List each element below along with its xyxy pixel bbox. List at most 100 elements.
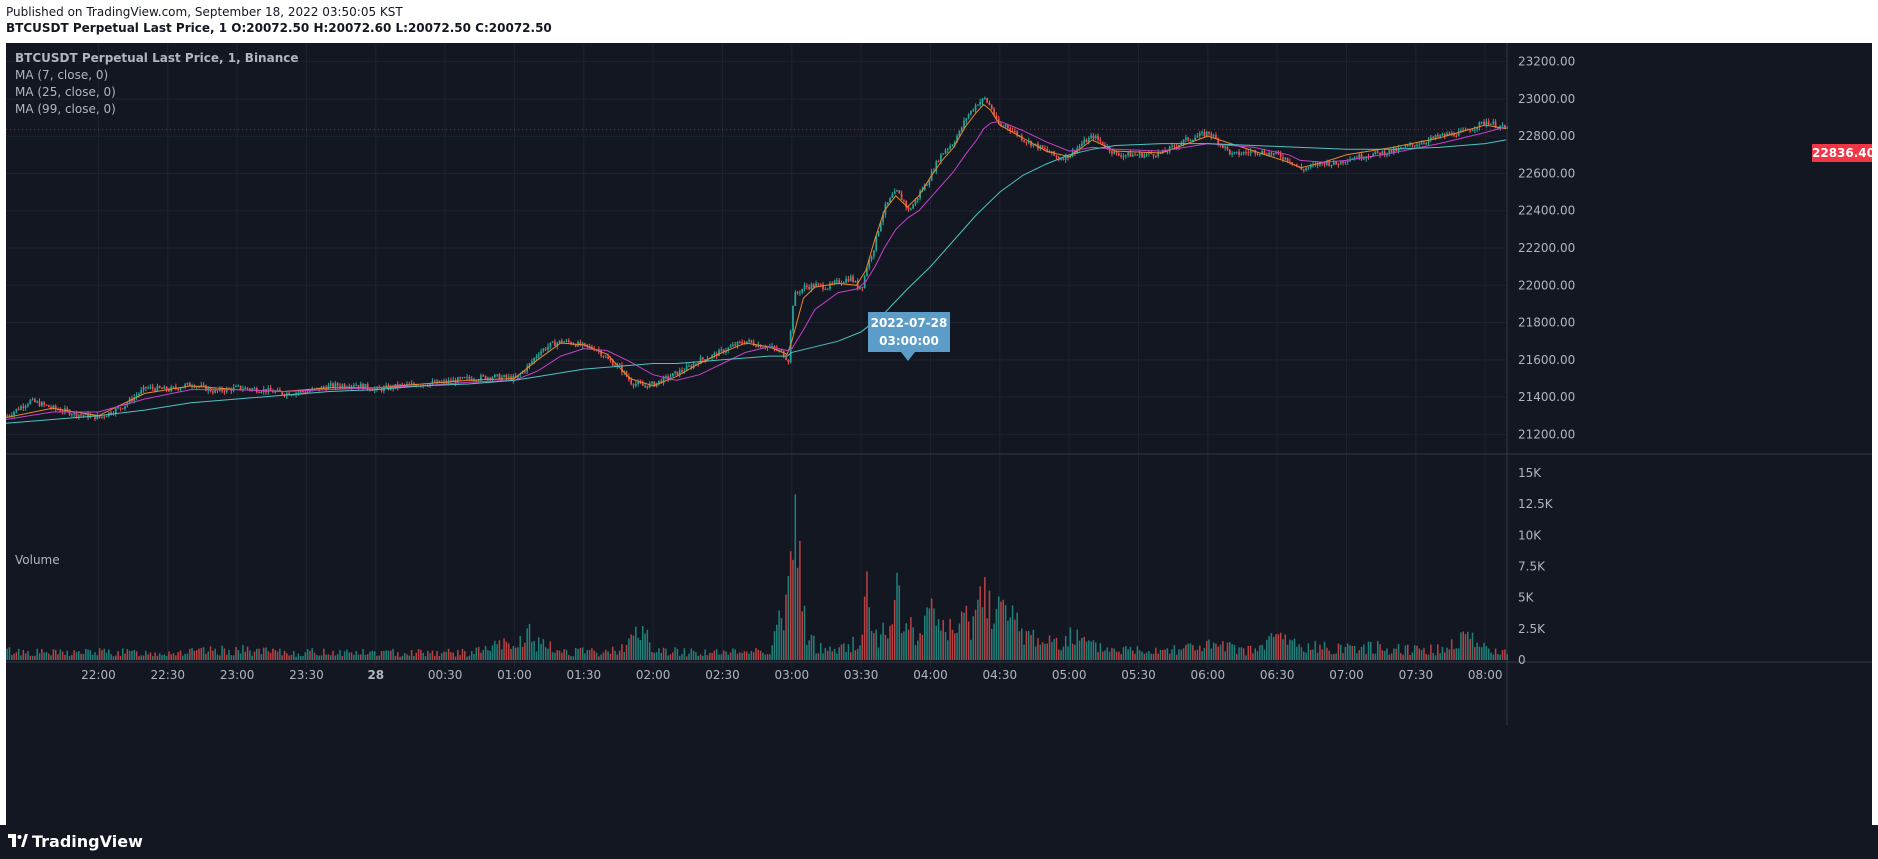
volume-bar [15,652,18,660]
candle-body [1143,154,1146,158]
candle-body [1404,145,1407,148]
volume-bar [1162,649,1164,660]
candle-body [983,98,986,100]
volume-bar [1212,642,1215,660]
candle-body [829,283,831,289]
candle-body [972,110,975,112]
candle-body [385,385,388,388]
candle-body [272,390,274,393]
candle-body [1302,169,1305,171]
candle-body [785,357,787,360]
candle-body [544,348,547,350]
candle-body [1326,161,1328,165]
volume-bar [1039,644,1042,660]
legend-volume[interactable]: Volume [15,553,60,567]
candle-body [258,392,260,394]
volume-bar [288,655,290,660]
volume-bar [482,649,485,660]
volume-bar [838,647,840,660]
volume-bar [660,652,662,660]
volume-bar [1252,653,1254,660]
volume-bar [524,642,526,660]
volume-bar [1092,640,1095,660]
candle-body [1307,167,1310,169]
price-chart[interactable]: 23200.00 23000.00 22800.00 22600.00 22400.00… [6,43,1872,825]
candle-body [1453,132,1455,136]
candle-body [1309,164,1312,168]
volume-bar [29,655,32,660]
candle-body [1187,137,1190,141]
candle-body [1120,155,1123,157]
volume-bar [332,650,334,660]
volume-bar [1277,634,1280,660]
candle-body [886,202,889,205]
candle-body [297,392,300,394]
candle-body [473,380,475,382]
candle-body [1342,161,1344,163]
candle-body [80,414,82,416]
candle-body [17,408,20,410]
chart-area[interactable]: 23200.00 23000.00 22800.00 22600.00 22400.00… [6,43,1872,825]
candle-body [202,384,205,386]
candle-body [200,384,203,387]
candle-body [896,190,898,192]
volume-bar [154,652,156,660]
legend-ma7[interactable]: MA (7, close, 0) [15,68,109,82]
candle-body [322,386,325,388]
volume-bar [866,571,868,660]
volume-bar [921,634,924,660]
candle-body [68,410,71,415]
candle-body [364,384,367,389]
time-tick-label: 05:00 [1052,668,1087,682]
volume-bar [1425,653,1428,660]
tradingview-logo[interactable]: TradingView [8,832,143,851]
volume-bar [1215,643,1217,660]
candle-body [787,359,790,363]
candle-body [24,405,27,408]
candle-body [341,384,344,388]
candle-body [669,376,672,379]
volume-bar [780,618,783,660]
volume-bar [1171,649,1173,660]
candle-body [52,405,55,409]
volume-bar [1261,644,1263,660]
volume-bar [274,650,277,660]
legend-ma25[interactable]: MA (25, close, 0) [15,85,116,99]
volume-bar [1081,638,1083,660]
volume-bar [445,651,448,660]
volume-bar [343,651,346,660]
volume-bar [704,649,706,660]
time-tick-label: 28 [367,668,384,682]
volume-bar [283,650,286,660]
volume-bar [96,655,99,660]
candle-body [1406,145,1409,147]
candle-body [1323,162,1326,165]
candle-body [193,386,196,388]
volume-bar [621,644,623,660]
candle-body [248,388,251,390]
volume-bar [475,647,478,660]
time-tick-label: 01:00 [497,668,532,682]
candle-body [907,207,910,210]
candle-body [45,404,48,406]
candle-body [1161,150,1164,153]
candle-body [1346,161,1349,163]
volume-bar [1041,642,1044,660]
candle-body [1233,152,1236,154]
candle-body [212,391,214,393]
volume-bar [17,648,20,660]
chart-legend-title: BTCUSDT Perpetual Last Price, 1, Binance [15,51,299,65]
close-label: C: [475,21,489,35]
legend-ma99[interactable]: MA (99, close, 0) [15,102,116,116]
candle-body [826,288,829,290]
volume-bar [57,654,59,660]
volume-bar [1173,645,1176,660]
volume-bar [221,645,223,660]
volume-bar [45,652,48,660]
volume-bar [981,607,984,660]
volume-bar [329,655,332,660]
volume-bar [1263,649,1266,660]
price-tick-label: 22600.00 [1518,166,1575,180]
volume-bar [1342,653,1344,660]
candle-body [990,104,993,109]
